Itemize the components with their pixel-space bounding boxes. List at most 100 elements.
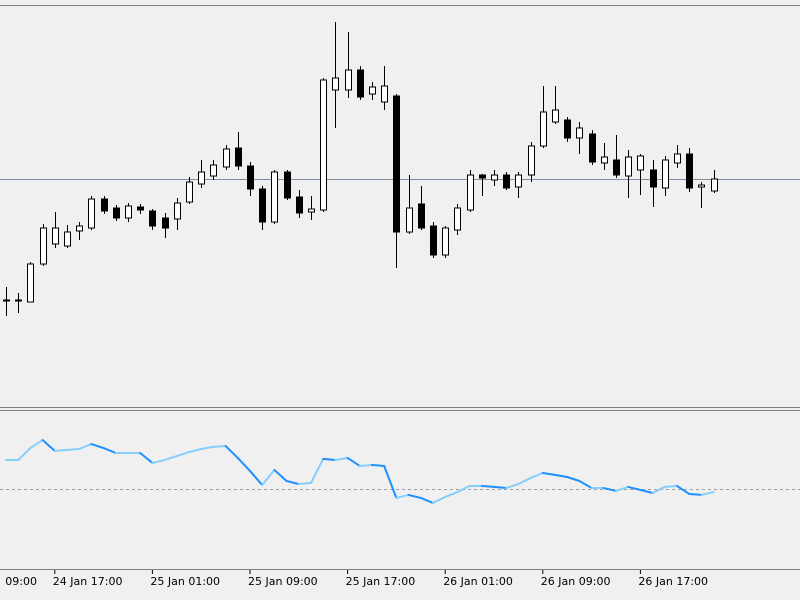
indicator-segment — [554, 473, 569, 478]
indicator-segment — [371, 464, 386, 467]
candle-body — [27, 263, 34, 303]
candle-body — [332, 77, 339, 91]
x-tick-label: 25 Jan 09:00 — [248, 575, 318, 588]
x-tick-label: 24 Jan 17:00 — [53, 575, 123, 588]
indicator-segment — [444, 491, 459, 498]
indicator-segment — [273, 468, 288, 482]
indicator-segment — [651, 485, 666, 494]
candle-body — [88, 198, 95, 229]
candle-body — [613, 159, 620, 176]
candle-body — [64, 231, 71, 247]
candle-body — [625, 156, 632, 177]
indicator-segment — [480, 484, 495, 488]
candle-body — [137, 206, 144, 211]
indicator-segment — [66, 448, 81, 451]
indicator-segment — [676, 484, 691, 495]
indicator-segment — [578, 480, 593, 490]
candle-body — [467, 174, 474, 211]
candle-body — [149, 210, 156, 227]
indicator-segment — [615, 485, 630, 492]
candle-body — [15, 299, 22, 302]
indicator-segment — [493, 485, 508, 490]
indicator-segment — [102, 447, 117, 454]
indicator-segment — [200, 445, 215, 450]
indicator-segment — [566, 476, 581, 482]
indicator-segment — [139, 452, 154, 464]
candle-body — [601, 156, 608, 164]
indicator-segment — [212, 444, 227, 448]
indicator-segment — [407, 493, 422, 499]
candle-body — [674, 153, 681, 164]
candle-body — [442, 227, 449, 256]
indicator-segment — [249, 469, 264, 486]
indicator-segment — [285, 480, 300, 486]
candle-body — [235, 147, 242, 167]
indicator-segment — [78, 443, 93, 450]
indicator-segment — [419, 496, 434, 504]
candle-body — [247, 165, 254, 190]
indicator-segment — [41, 439, 56, 452]
candle-body — [308, 208, 315, 213]
indicator-segment — [517, 476, 532, 486]
candle-body — [454, 207, 461, 231]
indicator-segment — [163, 455, 178, 462]
indicator-segment — [261, 468, 276, 486]
candle-body — [162, 217, 169, 229]
candle-body — [650, 169, 657, 188]
indicator-segment — [456, 484, 471, 494]
candle-body — [589, 133, 596, 163]
indicator-segment — [541, 472, 556, 476]
candle-body — [515, 174, 522, 188]
x-tick-label: 26 Jan 17:00 — [638, 575, 708, 588]
indicator-segment — [188, 448, 203, 454]
candle-body — [662, 159, 669, 189]
indicator-segment — [334, 456, 349, 462]
candle-body — [430, 225, 437, 256]
x-tick-label: 09:00 — [5, 575, 37, 588]
candle-body — [528, 145, 535, 176]
candle-body — [418, 203, 425, 229]
candle-body — [52, 227, 59, 245]
indicator-segment — [17, 447, 32, 462]
candle-body — [711, 178, 718, 192]
candle-body — [101, 198, 108, 212]
indicator-segment — [602, 487, 617, 492]
candle-body — [552, 109, 559, 123]
candle-body — [345, 69, 352, 91]
indicator-segment — [310, 457, 325, 484]
indicator-segment — [639, 488, 654, 494]
candle-body — [576, 127, 583, 139]
candle-body — [40, 227, 47, 265]
candle-body — [113, 207, 120, 219]
indicator-segment — [53, 448, 68, 452]
candle-body — [198, 171, 205, 185]
indicator-segment — [700, 491, 715, 496]
candle-body — [393, 95, 400, 233]
candle-body — [686, 153, 693, 189]
candle-body — [357, 69, 364, 98]
indicator-segment — [29, 439, 44, 450]
indicator-segment — [529, 472, 544, 479]
candle-body — [381, 85, 388, 103]
candle-body — [479, 174, 486, 179]
candle-body — [271, 171, 278, 223]
indicator-segment — [383, 464, 398, 499]
indicator-segment — [175, 451, 190, 458]
indicator-segment — [151, 459, 166, 464]
indicator-segment — [236, 456, 251, 472]
x-tick-label: 25 Jan 01:00 — [150, 575, 220, 588]
candle-body — [76, 225, 83, 232]
candle-body — [125, 205, 132, 219]
indicator-segment — [297, 481, 312, 486]
indicator-segment — [663, 484, 678, 488]
x-tick-label: 26 Jan 09:00 — [541, 575, 611, 588]
candle-body — [698, 184, 705, 188]
candle-body — [406, 207, 413, 233]
candle-body — [320, 79, 327, 211]
candle-body — [503, 174, 510, 189]
indicator-segment — [358, 464, 373, 467]
candle-body — [284, 171, 291, 199]
candle-body — [491, 174, 498, 181]
indicator-segment — [688, 492, 703, 496]
candle-body — [369, 86, 376, 95]
